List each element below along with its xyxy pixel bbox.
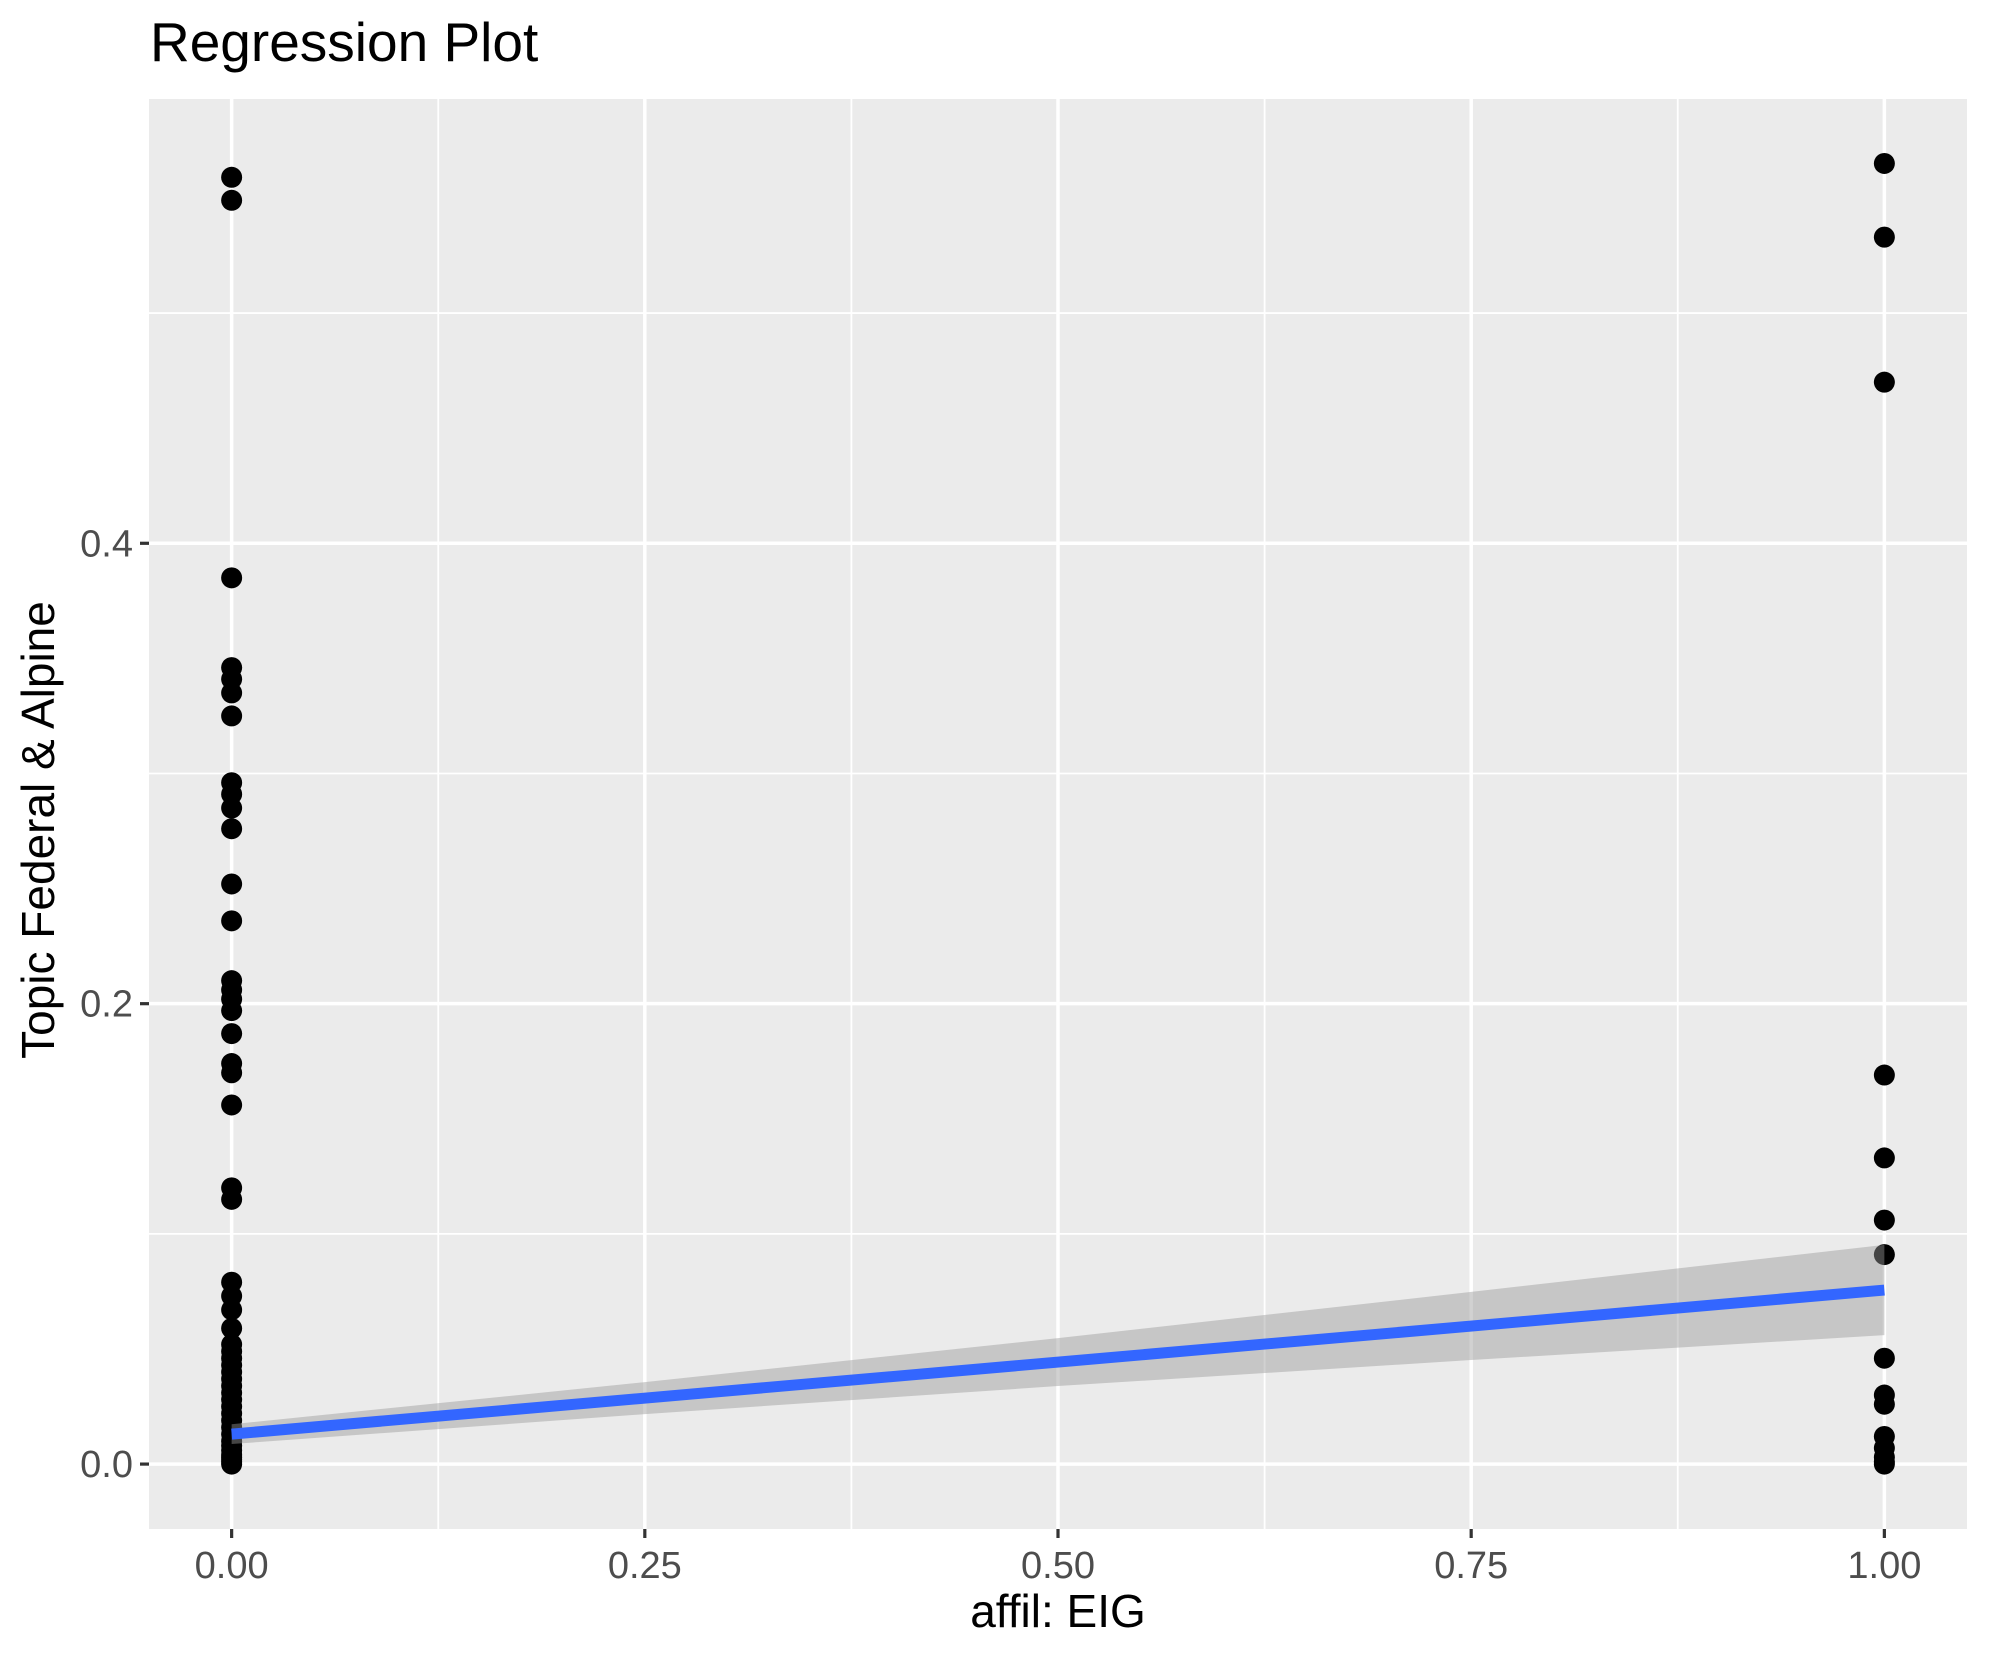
data-point: [221, 705, 243, 727]
y-tick-label: 0.4: [80, 523, 133, 565]
data-point: [221, 166, 243, 188]
y-axis-title: Topic Federal & Alpine: [12, 601, 64, 1059]
x-tick-label: 0.50: [1021, 1545, 1095, 1587]
data-point: [221, 873, 243, 895]
data-point: [1873, 371, 1895, 393]
x-tick-label: 0.25: [608, 1545, 682, 1587]
x-tick-label: 1.00: [1847, 1545, 1921, 1587]
data-point: [1873, 152, 1895, 174]
data-point: [1873, 1064, 1895, 1086]
y-tick-label: 0.2: [80, 984, 133, 1026]
data-point: [221, 1299, 243, 1321]
data-point: [221, 1317, 243, 1339]
data-point: [221, 797, 243, 819]
data-point: [1873, 1209, 1895, 1231]
data-point: [221, 910, 243, 932]
data-point: [221, 1453, 243, 1475]
data-point: [221, 1000, 243, 1022]
data-point: [221, 682, 243, 704]
x-axis-title: affil: EIG: [970, 1585, 1146, 1637]
data-point: [221, 1188, 243, 1210]
regression-line: [231, 1284, 1885, 1440]
data-point: [221, 189, 243, 211]
data-point: [1873, 1147, 1895, 1169]
data-point: [1873, 226, 1895, 248]
data-point: [221, 1094, 243, 1116]
data-point: [221, 818, 243, 840]
data-point: [1873, 1347, 1895, 1369]
data-point: [221, 1062, 243, 1084]
x-tick-label: 0.75: [1434, 1545, 1508, 1587]
x-tick-label: 0.00: [195, 1545, 269, 1587]
data-point: [1873, 1393, 1895, 1415]
data-point: [221, 1023, 243, 1045]
y-tick-label: 0.0: [80, 1444, 133, 1486]
plot-title: Regression Plot: [150, 11, 539, 73]
data-point: [1873, 1453, 1895, 1475]
data-point: [221, 567, 243, 589]
data-point: [1873, 1244, 1895, 1266]
